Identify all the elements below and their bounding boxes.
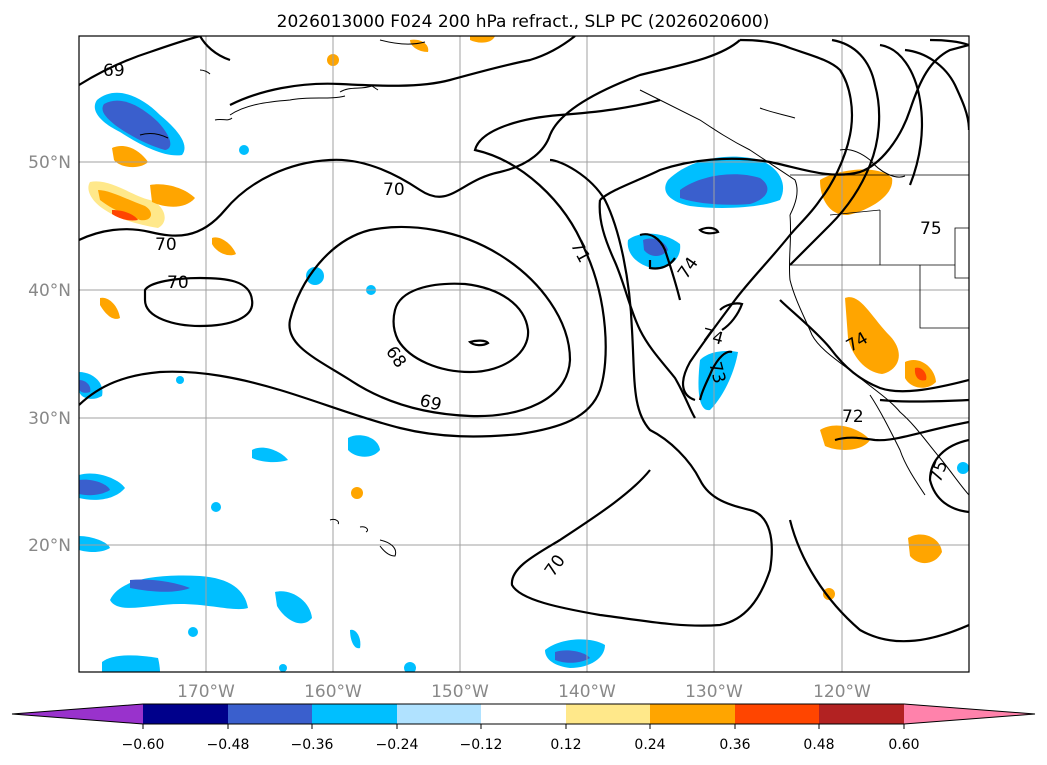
lat-tick-label: 20°N	[28, 536, 71, 556]
colorbar-tick-label: 0.48	[803, 737, 834, 753]
colorbar-segment	[143, 704, 228, 724]
longitude-axis: 170°W 160°W 150°W 140°W 130°W 120°W	[177, 682, 871, 702]
colorbar-over-arrow	[904, 704, 1035, 724]
colorbar-segment	[650, 704, 735, 724]
lat-tick-label: 40°N	[28, 281, 71, 301]
colorbar-tick-label: 0.12	[550, 737, 581, 753]
plot-frame	[78, 35, 970, 673]
colorbar-tick-label: −0.24	[376, 737, 419, 753]
colorbar-tick-label: −0.12	[460, 737, 503, 753]
lon-tick-label: 160°W	[304, 682, 362, 702]
colorbar-segment	[566, 704, 650, 724]
colorbar-segment	[312, 704, 397, 724]
colorbar-tick-label: −0.60	[122, 737, 165, 753]
colorbar-tick-label: −0.36	[291, 737, 334, 753]
latitude-axis: 50°N 40°N 30°N 20°N	[28, 153, 71, 556]
contour-label: 72	[842, 407, 864, 427]
contour-label: 69	[103, 61, 125, 81]
contour-label: 70	[155, 235, 177, 255]
figure-title: 2026013000 F024 200 hPa refract., SLP PC…	[277, 12, 770, 32]
political-borders	[790, 174, 969, 329]
colorbar: −0.60 −0.48 −0.36 −0.24 −0.12 0.12 0.24 …	[11, 703, 1036, 753]
colorbar-segment	[735, 704, 819, 724]
lon-tick-label: 140°W	[558, 682, 616, 702]
lon-tick-label: 130°W	[685, 682, 743, 702]
colorbar-segment	[819, 704, 904, 724]
graticule	[79, 36, 969, 672]
lat-tick-label: 50°N	[28, 153, 71, 173]
lat-tick-label: 30°N	[28, 409, 71, 429]
colorbar-segment	[228, 704, 312, 724]
lon-tick-label: 150°W	[431, 682, 489, 702]
refractivity-shading	[79, 36, 969, 672]
contour-label: 70	[167, 273, 189, 293]
colorbar-segment	[481, 704, 566, 724]
colorbar-under-arrow	[12, 704, 143, 724]
colorbar-tick-label: 0.24	[634, 737, 665, 753]
colorbar-tick-label: 0.60	[888, 737, 919, 753]
contour-label: 70	[383, 180, 405, 200]
colorbar-tick-label: 0.36	[719, 737, 750, 753]
lon-tick-label: 170°W	[177, 682, 235, 702]
map-plot-area: 69 70 70 70 71 68 69 70 74 74 73 74 72 7…	[79, 36, 969, 672]
contour-label: 75	[920, 219, 942, 239]
colorbar-segment	[397, 704, 481, 724]
lon-tick-label: 120°W	[813, 682, 871, 702]
slp-contours	[79, 36, 969, 643]
colorbar-tick-label: −0.48	[207, 737, 250, 753]
